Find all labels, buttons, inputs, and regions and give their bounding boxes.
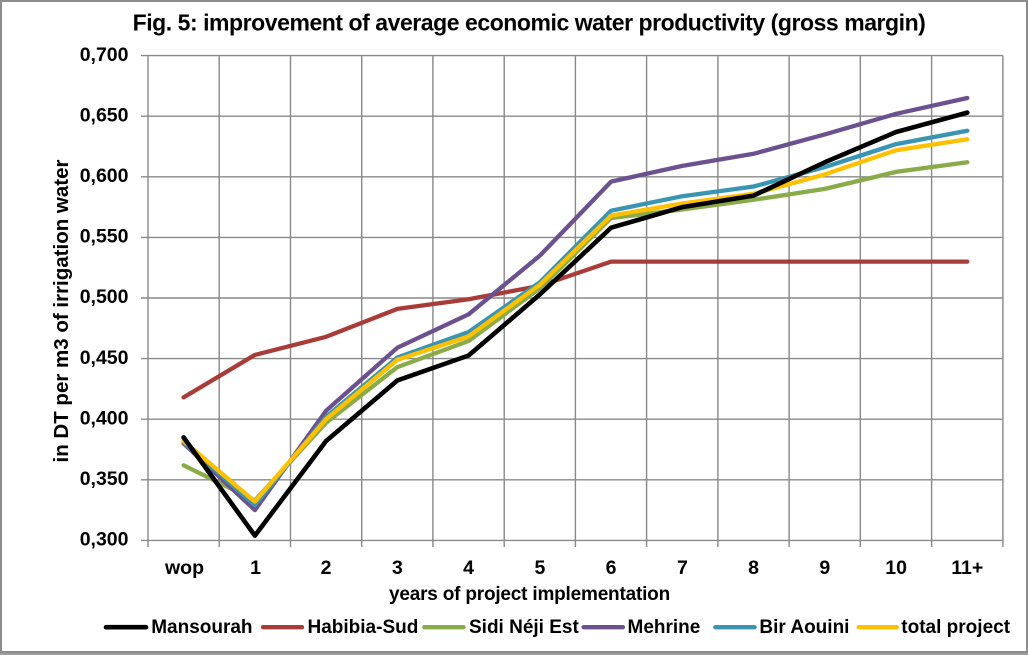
svg-text:Sidi Néji Est: Sidi Néji Est (469, 617, 579, 638)
svg-text:Mehrine: Mehrine (628, 617, 701, 638)
svg-text:0,600: 0,600 (80, 165, 129, 187)
svg-text:Bir Aouini: Bir Aouini (759, 617, 849, 638)
svg-text:10: 10 (885, 557, 907, 579)
svg-text:in DT per m3 of irrigation wat: in DT per m3 of irrigation water (50, 159, 73, 462)
svg-text:9: 9 (819, 557, 830, 579)
svg-text:11+: 11+ (951, 557, 983, 579)
svg-text:0,550: 0,550 (80, 226, 129, 248)
svg-text:0,300: 0,300 (80, 529, 129, 551)
svg-text:2: 2 (321, 557, 332, 579)
svg-text:wop: wop (164, 557, 204, 579)
svg-text:Fig. 5: improvement of average: Fig. 5: improvement of average economic … (133, 10, 926, 36)
svg-text:8: 8 (748, 557, 759, 579)
svg-text:0,500: 0,500 (80, 286, 129, 308)
svg-text:Mansourah: Mansourah (151, 617, 252, 638)
svg-text:5: 5 (534, 557, 545, 579)
svg-text:1: 1 (250, 557, 261, 579)
svg-text:4: 4 (463, 557, 474, 579)
svg-text:7: 7 (677, 557, 688, 579)
svg-text:0,350: 0,350 (80, 468, 129, 490)
svg-text:0,400: 0,400 (80, 407, 129, 429)
svg-text:Habibia-Sud: Habibia-Sud (308, 617, 419, 638)
svg-text:3: 3 (392, 557, 403, 579)
svg-text:years of project implementatio: years of project implementation (389, 584, 670, 605)
svg-text:0,650: 0,650 (80, 104, 129, 126)
svg-text:0,450: 0,450 (80, 347, 129, 369)
svg-text:total project: total project (901, 617, 1010, 638)
svg-text:6: 6 (606, 557, 617, 579)
svg-text:0,700: 0,700 (80, 44, 129, 66)
